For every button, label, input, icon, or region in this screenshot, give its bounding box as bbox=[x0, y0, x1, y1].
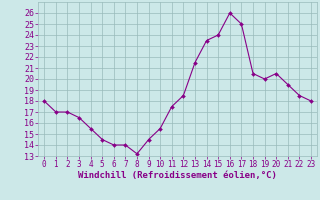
X-axis label: Windchill (Refroidissement éolien,°C): Windchill (Refroidissement éolien,°C) bbox=[78, 171, 277, 180]
